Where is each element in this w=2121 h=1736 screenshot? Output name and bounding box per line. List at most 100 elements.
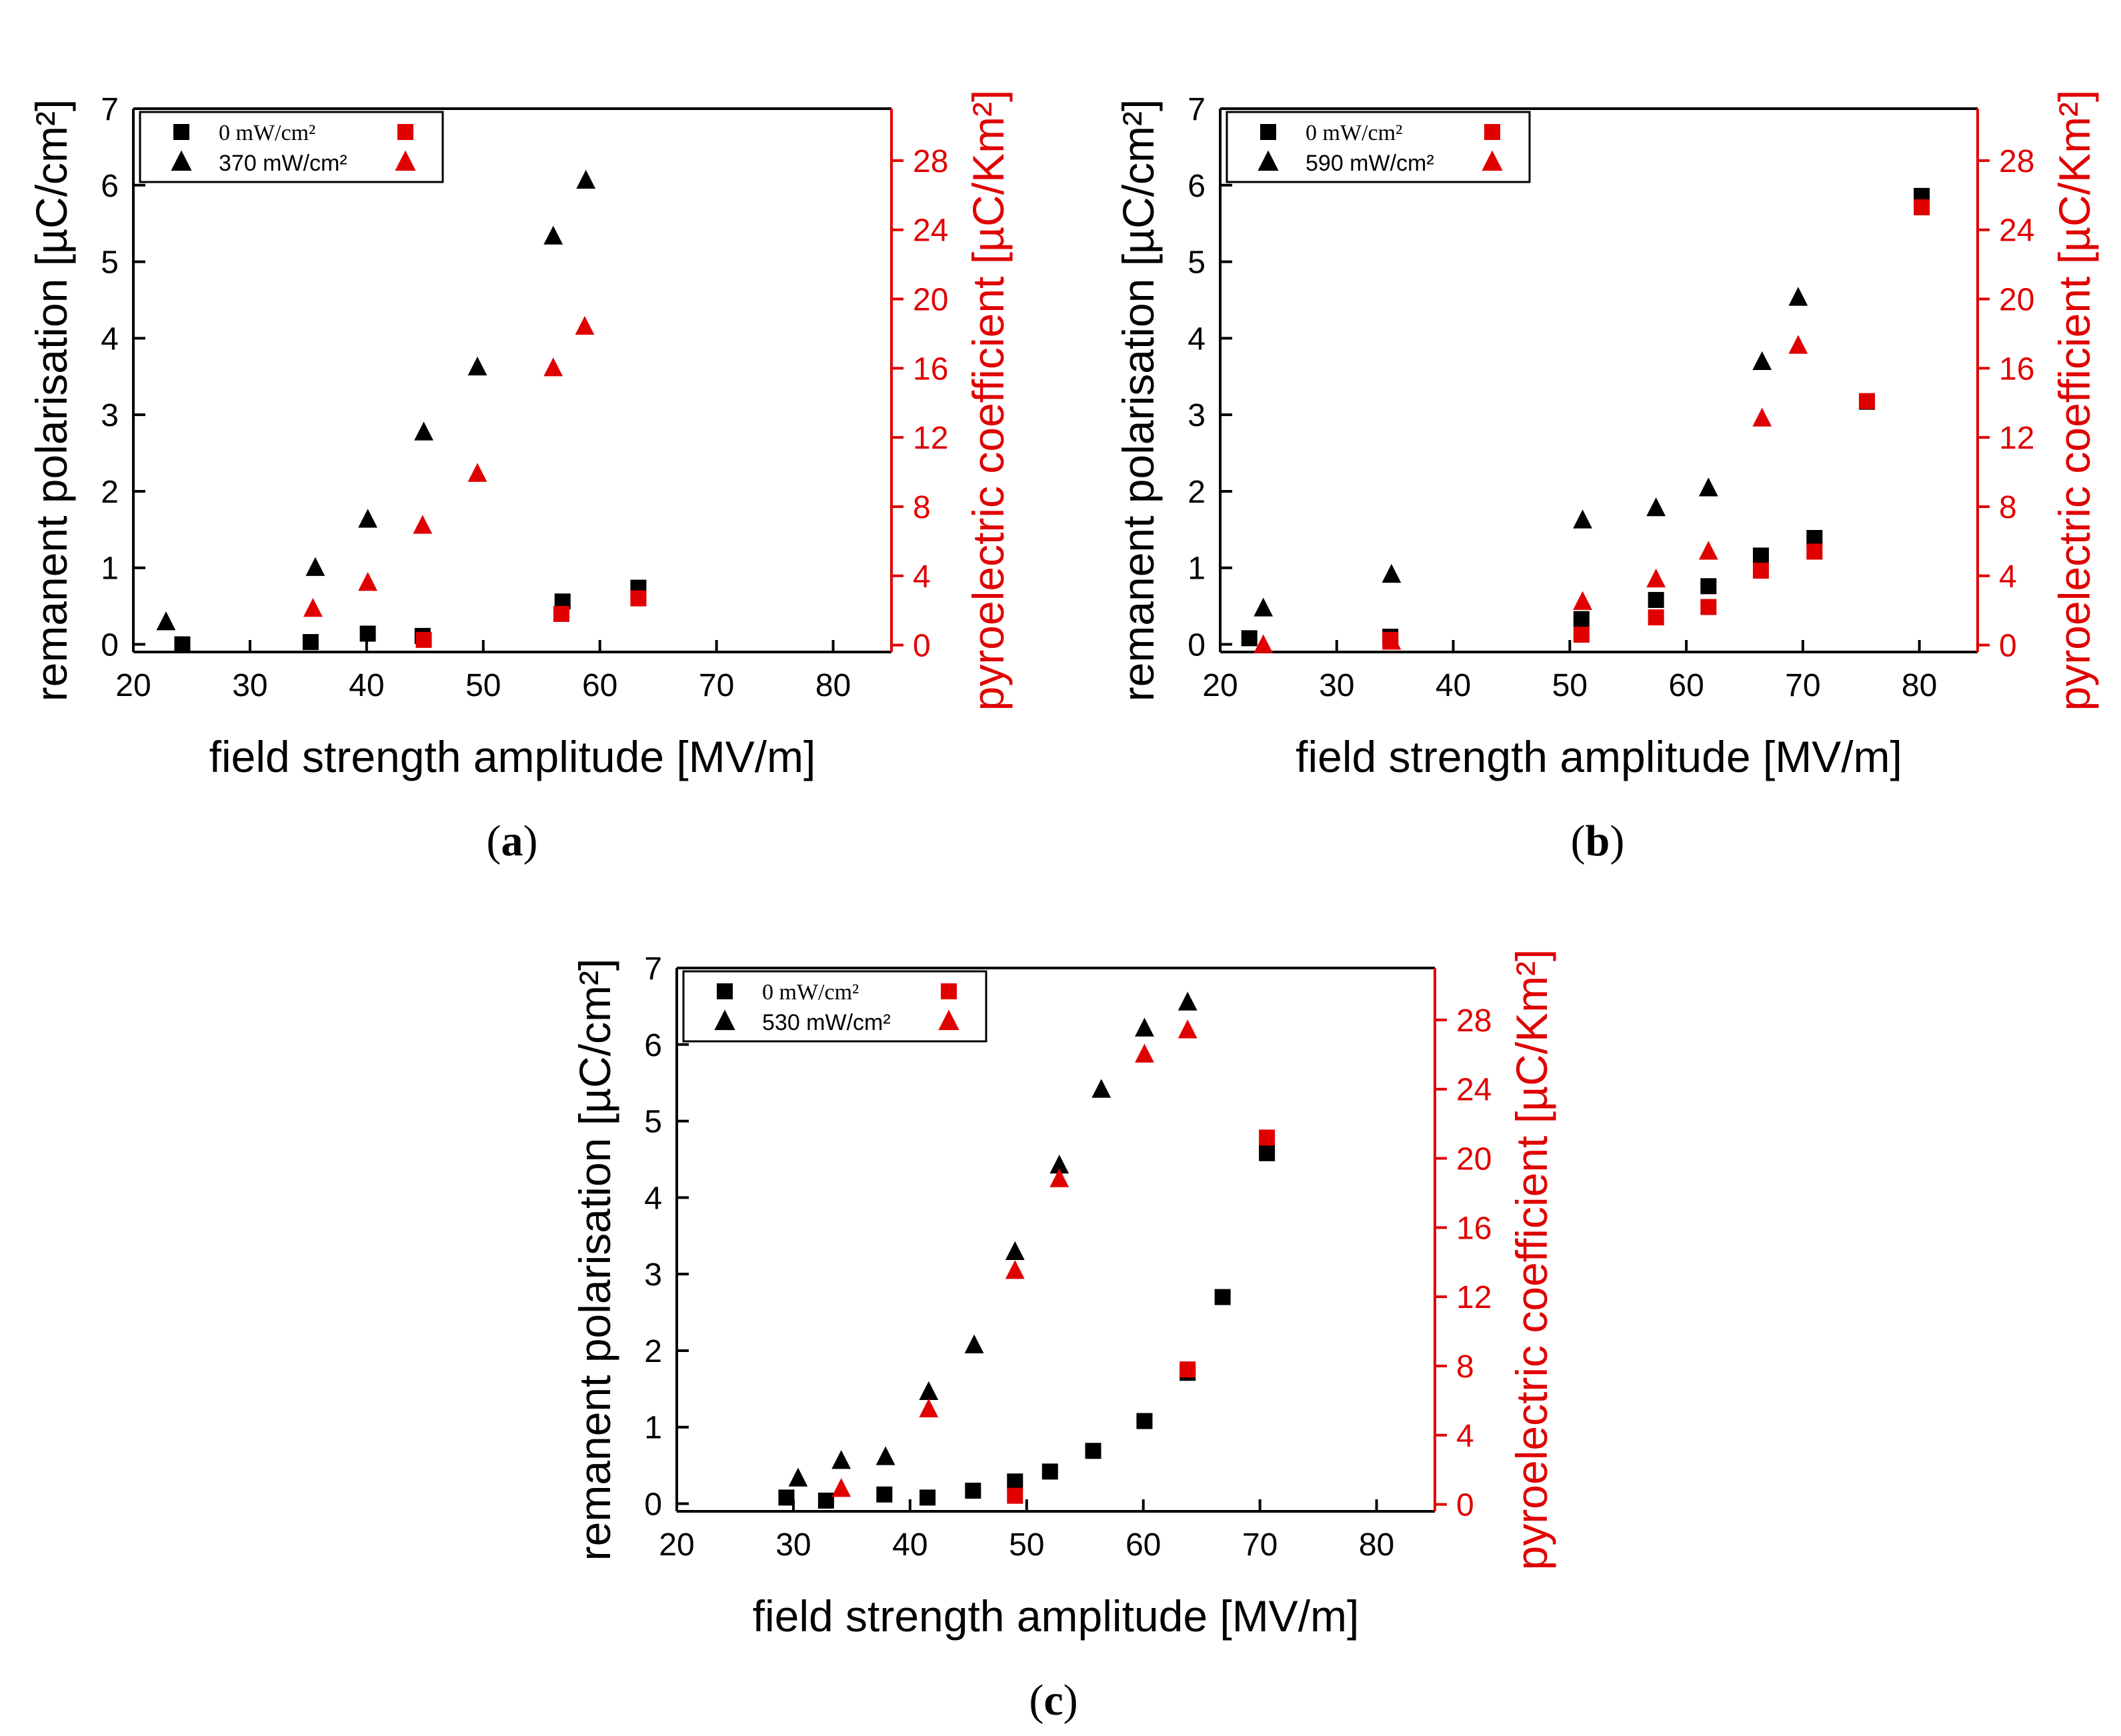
y-axis-label: remanent polarisation [µC/cm²] [1114, 99, 1163, 702]
y2-tick-label: 28 [913, 144, 948, 179]
x-tick-label: 80 [815, 668, 851, 703]
data-point-triangle [919, 1398, 939, 1417]
data-point-triangle [303, 597, 323, 617]
x-tick-label: 20 [115, 668, 151, 703]
y-tick-label: 4 [644, 1181, 662, 1216]
data-point-square [1085, 1443, 1102, 1459]
data-point-triangle [543, 225, 563, 245]
legend-label-1: 530 mW/cm² [762, 1010, 891, 1035]
data-point-triangle [1135, 1043, 1154, 1063]
data-point-triangle [1788, 335, 1808, 354]
data-point-square [817, 1492, 834, 1509]
y2-tick-label: 28 [1456, 1003, 1492, 1039]
y2-tick-label: 12 [1456, 1280, 1492, 1315]
x-tick-label: 60 [1126, 1527, 1161, 1563]
data-point-square [1858, 393, 1875, 409]
data-point-square [1573, 611, 1590, 627]
data-point-triangle [1005, 1260, 1025, 1279]
x-tick-label: 50 [1552, 668, 1588, 703]
y2-tick-label: 24 [1456, 1073, 1492, 1108]
y2-axis-label: pyroelectric coefficient [µC/Km²] [2050, 90, 2099, 711]
y2-tick-label: 8 [1999, 490, 2017, 525]
x-tick-label: 70 [699, 668, 734, 703]
x-tick-label: 70 [1242, 1527, 1278, 1563]
caption-paren-open: ( [487, 817, 501, 865]
x-axis-label: field strength amplitude [MV/m] [753, 1591, 1360, 1641]
x-axis-label: field strength amplitude [MV/m] [1296, 732, 1902, 781]
legend-triangle-red [1482, 150, 1503, 171]
caption-paren-close: ) [1064, 1676, 1078, 1725]
legend-triangle-red [938, 1009, 959, 1031]
legend-label-0: 0 mW/cm² [1306, 121, 1402, 145]
data-point-triangle [575, 315, 595, 335]
data-point-square [359, 625, 376, 642]
data-point-triangle [1698, 477, 1718, 497]
x-tick-label: 60 [1668, 668, 1704, 703]
x-tick-label: 50 [465, 668, 501, 703]
data-point-triangle [1382, 563, 1402, 583]
data-point-triangle [831, 1478, 851, 1497]
data-point-square [1914, 199, 1930, 215]
y-tick-label: 2 [1188, 475, 1206, 510]
data-point-square [1648, 591, 1664, 608]
data-point-square [1007, 1473, 1023, 1490]
data-point-square [1806, 543, 1823, 560]
data-point-triangle [1254, 597, 1274, 617]
y-tick-label: 5 [101, 245, 119, 281]
y-tick-label: 1 [1188, 551, 1206, 587]
x-tick-label: 70 [1785, 668, 1820, 703]
x-tick-label: 30 [1319, 668, 1354, 703]
data-point-square [553, 605, 569, 622]
y2-tick-label: 12 [1999, 421, 2034, 456]
y-tick-label: 5 [1188, 245, 1206, 281]
y-tick-label: 1 [644, 1411, 662, 1446]
data-point-triangle [358, 509, 377, 528]
legend-label-1: 370 mW/cm² [219, 151, 347, 176]
data-point-square [1259, 1145, 1276, 1161]
data-point-triangle [1752, 351, 1772, 371]
y2-axis-label: pyroelectric coefficient [µC/Km²] [1507, 949, 1556, 1571]
caption-paren-close: ) [523, 817, 538, 865]
legend-square-red [1484, 124, 1500, 140]
data-point-triangle [1698, 541, 1718, 560]
y-tick-label: 0 [1188, 628, 1206, 663]
data-point-triangle [413, 515, 433, 534]
data-point-triangle [875, 1446, 895, 1465]
caption-letter: a [501, 817, 523, 865]
series-red-square [415, 590, 647, 648]
data-point-triangle [467, 463, 487, 482]
data-point-triangle [1005, 1241, 1025, 1260]
series-black-triangle [788, 991, 1198, 1487]
legend-label-1: 590 mW/cm² [1306, 151, 1434, 176]
y2-tick-label: 0 [1456, 1488, 1474, 1523]
y-tick-label: 0 [644, 1487, 662, 1523]
y-tick-label: 6 [644, 1028, 662, 1063]
data-point-triangle [543, 357, 563, 377]
series-black-square [174, 579, 647, 653]
data-point-square [1007, 1487, 1023, 1504]
y2-tick-label: 24 [1999, 213, 2034, 249]
y-tick-label: 3 [644, 1257, 662, 1293]
x-tick-label: 50 [1009, 1527, 1044, 1563]
data-point-triangle [1049, 1168, 1070, 1187]
legend-square-red [941, 983, 957, 999]
series-red-triangle [1254, 335, 1808, 653]
series-red-square [1382, 199, 1930, 648]
data-point-square [1214, 1289, 1231, 1305]
y2-tick-label: 20 [1456, 1142, 1492, 1177]
legend-label-0: 0 mW/cm² [219, 121, 315, 145]
data-point-square [1573, 627, 1590, 643]
legend: 0 mW/cm² 530 mW/cm² [682, 970, 987, 1043]
y-tick-label: 7 [101, 92, 119, 127]
y2-tick-label: 8 [1456, 1349, 1474, 1385]
series-red-triangle [831, 1019, 1198, 1497]
caption-paren-open: ( [1571, 817, 1586, 865]
y2-axis-label: pyroelectric coefficient [µC/Km²] [963, 90, 1013, 711]
y-tick-label: 2 [101, 475, 119, 510]
data-point-triangle [1254, 634, 1274, 653]
data-point-square [630, 590, 647, 607]
caption-paren-open: ( [1029, 1676, 1043, 1725]
y-tick-label: 2 [644, 1334, 662, 1369]
x-tick-label: 40 [1436, 668, 1471, 703]
